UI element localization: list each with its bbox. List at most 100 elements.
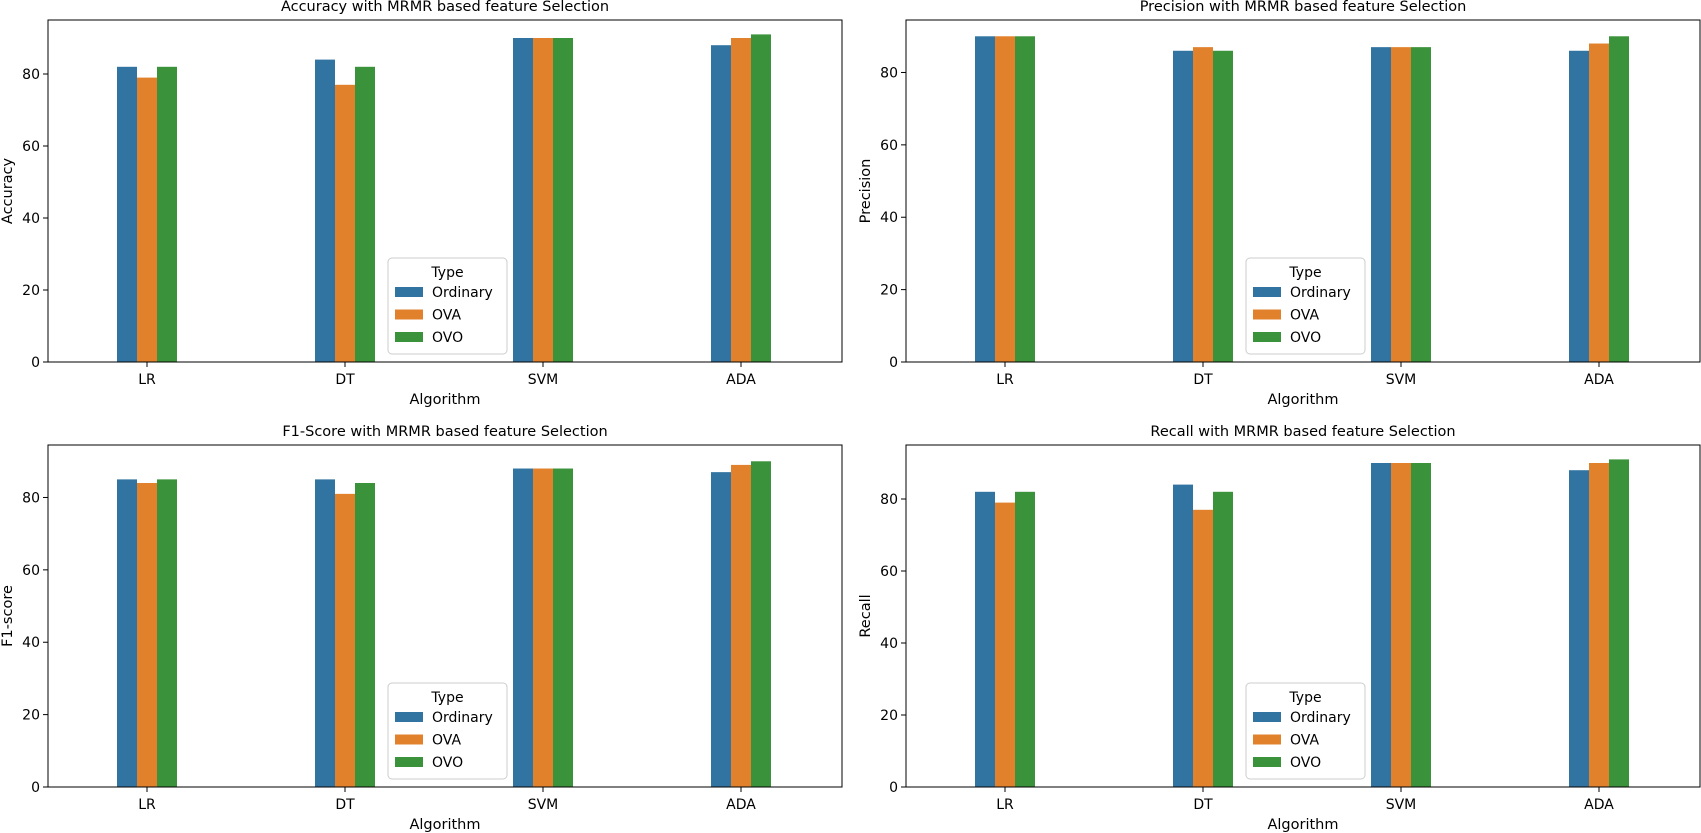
x-tick-label: DT [1193,797,1213,813]
y-tick-label: 20 [22,283,40,299]
bar-ordinary-lr[interactable] [117,66,137,363]
bar-ordinary-ada[interactable] [711,45,731,362]
legend-swatch-ova [395,309,423,320]
bar-ovo-lr[interactable] [1015,36,1035,363]
bar-ova-svm[interactable] [1391,47,1411,363]
x-tick-label: SVM [528,797,559,813]
bar-ovo-dt[interactable] [355,66,375,363]
x-tick-label: DT [335,372,355,388]
bar-ova-lr[interactable] [995,36,1015,363]
y-tick-label: 80 [880,492,898,508]
bar-ova-dt[interactable] [335,84,355,363]
legend-label-ordinary: Ordinary [1290,285,1351,301]
legend-label-ova: OVA [1290,308,1319,324]
legend-label-ova: OVA [1290,733,1319,749]
legend-swatch-ordinary [1253,712,1281,722]
bar-ordinary-ada[interactable] [711,472,731,787]
x-tick-label: SVM [528,372,559,388]
bar-ordinary-lr[interactable] [117,479,137,787]
x-axis-label: Algorithm [1267,392,1338,408]
y-tick-label: 80 [880,65,898,81]
bar-ovo-lr[interactable] [157,66,177,363]
legend: Type Ordinary OVA OVO [387,682,508,780]
y-axis-label: Recall [858,594,874,637]
bar-ovo-svm[interactable] [553,468,573,787]
bar-ordinary-dt[interactable] [1173,50,1193,363]
legend-title: Type [430,690,463,706]
bar-ordinary-lr[interactable] [975,36,995,363]
legend-box [1245,682,1366,780]
legend-swatch-ovo [395,332,423,342]
y-tick-label: 20 [22,708,40,724]
bar-ordinary-dt[interactable] [315,479,335,787]
y-tick-label: 60 [880,138,898,154]
bar-ovo-svm[interactable] [1411,463,1431,787]
x-tick-label: LR [138,797,156,813]
bar-ova-lr[interactable] [137,483,157,787]
x-axis-label: Algorithm [409,392,480,408]
bar-ordinary-ada[interactable] [1569,470,1589,787]
bar-ordinary-svm[interactable] [1371,47,1391,363]
legend-title: Type [1288,265,1321,281]
chart-title: Precision with MRMR based feature Select… [1140,0,1467,15]
bar-ova-ada[interactable] [1589,43,1609,363]
x-tick-label: SVM [1386,797,1417,813]
chart-panel-2: Precision with MRMR based feature Select… [858,0,1701,408]
bar-ordinary-lr[interactable] [975,491,995,787]
chart-title: F1-Score with MRMR based feature Selecti… [282,424,607,440]
chart-title: Accuracy with MRMR based feature Selecti… [281,0,609,15]
chart-panel-1: Accuracy with MRMR based feature Selecti… [0,0,843,408]
bar-ova-svm[interactable] [1391,463,1411,787]
legend-label-ordinary: Ordinary [432,285,493,301]
legend-label-ovo: OVO [432,330,463,346]
bar-ordinary-svm[interactable] [513,468,533,787]
y-tick-label: 0 [889,780,898,796]
axes-frame [47,444,843,788]
legend-label-ova: OVA [432,308,461,324]
bar-ovo-svm[interactable] [553,38,573,362]
x-tick-label: ADA [1584,797,1614,813]
legend-label-ordinary: Ordinary [432,710,493,726]
legend-title: Type [1288,690,1321,706]
bar-ovo-ada[interactable] [751,34,771,363]
bar-ovo-svm[interactable] [1411,47,1431,363]
bar-ordinary-svm[interactable] [1371,463,1391,787]
bar-ova-lr[interactable] [137,77,157,362]
bar-ordinary-dt[interactable] [1173,484,1193,787]
x-tick-label: ADA [726,372,756,388]
bar-ordinary-dt[interactable] [315,59,335,362]
y-tick-label: 40 [880,210,898,226]
bar-ordinary-ada[interactable] [1569,50,1589,363]
bar-ova-lr[interactable] [995,502,1015,787]
bar-ova-ada[interactable] [731,464,751,787]
x-tick-label: SVM [1386,372,1417,388]
y-tick-label: 0 [889,355,898,371]
bar-ovo-ada[interactable] [1609,36,1629,363]
y-axis-label: Accuracy [0,157,16,224]
bar-ova-dt[interactable] [1193,509,1213,787]
bar-ovo-dt[interactable] [1213,491,1233,787]
bar-ova-svm[interactable] [533,468,553,787]
legend: Type Ordinary OVA OVO [1245,682,1366,780]
legend-label-ova: OVA [432,733,461,749]
bar-ova-ada[interactable] [1589,463,1609,787]
bar-ovo-ada[interactable] [751,461,771,787]
chart-panel-3: F1-Score with MRMR based feature Selecti… [0,424,843,833]
axes-frame [905,444,1701,788]
legend-label-ovo: OVO [1290,755,1321,771]
bar-ovo-dt[interactable] [1213,50,1233,363]
bar-ordinary-svm[interactable] [513,38,533,362]
bar-ova-dt[interactable] [1193,47,1213,363]
legend-swatch-ovo [1253,757,1281,767]
x-tick-label: DT [1193,372,1213,388]
legend-swatch-ordinary [395,287,423,297]
bar-ovo-lr[interactable] [157,479,177,787]
bar-ovo-lr[interactable] [1015,491,1035,787]
legend-swatch-ovo [1253,332,1281,342]
bar-ova-ada[interactable] [731,38,751,362]
legend-swatch-ova [1253,309,1281,320]
bar-ova-dt[interactable] [335,493,355,787]
bar-ova-svm[interactable] [533,38,553,362]
bar-ovo-dt[interactable] [355,483,375,787]
bar-ovo-ada[interactable] [1609,459,1629,787]
